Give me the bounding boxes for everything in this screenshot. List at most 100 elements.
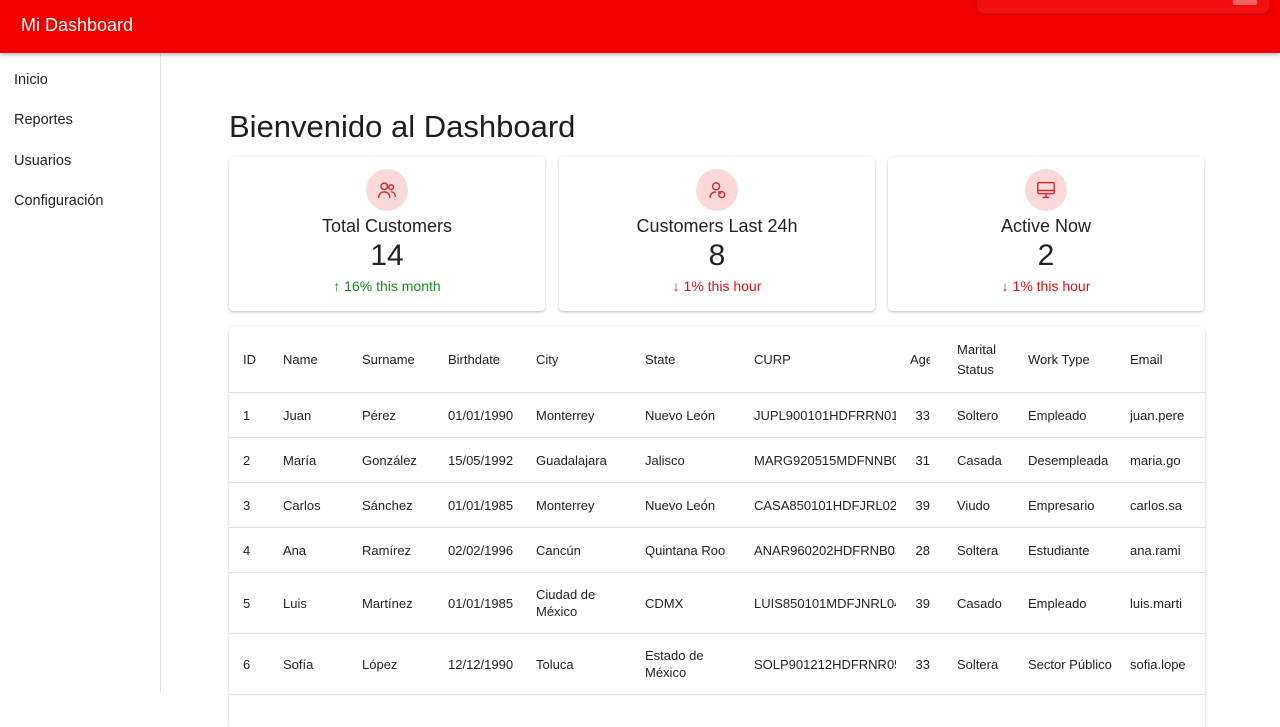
cell-marital-status: Soltera bbox=[930, 633, 1014, 695]
stat-card-total-customers: Total Customers 14 ↑ 16% this month bbox=[229, 157, 545, 311]
cell-email: ana.rami bbox=[1116, 527, 1205, 573]
cell-age: 33 bbox=[896, 392, 930, 438]
cell-state: Nuevo León bbox=[631, 392, 740, 438]
cell-id: 2 bbox=[229, 437, 269, 483]
column-header-name[interactable]: Name bbox=[269, 327, 348, 393]
cell-curp: MARG920515MDFNNB01 bbox=[740, 437, 896, 483]
cell-name: Ana bbox=[269, 527, 348, 573]
cell-id: 4 bbox=[229, 527, 269, 573]
table-row[interactable]: 2 María González 15/05/1992 Guadalajara … bbox=[229, 437, 1205, 483]
cell-city: Monterrey bbox=[522, 482, 631, 528]
cell-state: Jalisco bbox=[631, 437, 740, 483]
cell-email: maria.go bbox=[1116, 437, 1205, 483]
table-row[interactable]: 3 Carlos Sánchez 01/01/1985 Monterrey Nu… bbox=[229, 482, 1205, 528]
cell-marital-status: Casada bbox=[930, 437, 1014, 483]
cell-work-type: Desempleada bbox=[1014, 437, 1116, 483]
card-trend: ↓ 1% this hour bbox=[1001, 278, 1091, 294]
cell-state: Quintana Roo bbox=[631, 527, 740, 573]
sidebar: Inicio Reportes Usuarios Configuración bbox=[0, 53, 161, 693]
app-bar: Mi Dashboard bbox=[0, 0, 1280, 53]
user-refresh-icon bbox=[696, 169, 738, 211]
cell-name: Luis bbox=[269, 572, 348, 634]
cell-marital-status: Soltera bbox=[930, 527, 1014, 573]
column-header-age[interactable]: Age bbox=[896, 327, 930, 393]
monitor-icon bbox=[1025, 169, 1067, 211]
column-header-email[interactable]: Email bbox=[1116, 327, 1205, 393]
cell-work-type: Empleado bbox=[1014, 392, 1116, 438]
sidebar-item-configuracion[interactable]: Configuración bbox=[14, 193, 104, 209]
cell-city: Monterrey bbox=[522, 392, 631, 438]
cell-name: Sofía bbox=[269, 633, 348, 695]
cell-birthdate: 02/02/1996 bbox=[434, 527, 522, 573]
cell-age: 31 bbox=[896, 437, 930, 483]
cell-surname: Martínez bbox=[348, 572, 434, 634]
cell-work-type: Sector Público bbox=[1014, 633, 1116, 695]
cell-age: 39 bbox=[896, 572, 930, 634]
cell-name: María bbox=[269, 437, 348, 483]
cell-email: luis.marti bbox=[1116, 572, 1205, 634]
cell-surname: González bbox=[348, 437, 434, 483]
cell-birthdate: 01/01/1985 bbox=[434, 572, 522, 634]
cell-birthdate: 01/01/1990 bbox=[434, 392, 522, 438]
cell-city: Ciudad de México bbox=[522, 572, 631, 634]
cell-age: 33 bbox=[896, 633, 930, 695]
card-label: Active Now bbox=[1000, 216, 1092, 236]
cell-curp: CASA850101HDFJRL02 bbox=[740, 482, 896, 528]
card-value: 2 bbox=[1037, 239, 1055, 272]
cell-surname: Pérez bbox=[348, 392, 434, 438]
cell-birthdate: 15/05/1992 bbox=[434, 437, 522, 483]
cell-state: CDMX bbox=[631, 572, 740, 634]
card-value: 8 bbox=[708, 239, 726, 272]
cell-id: 5 bbox=[229, 572, 269, 634]
sidebar-item-inicio[interactable]: Inicio bbox=[14, 72, 48, 88]
table-header-row: ID Name Surname Birthdate City State CUR… bbox=[229, 327, 1205, 393]
column-header-curp[interactable]: CURP bbox=[740, 327, 896, 393]
cell-surname: Ramírez bbox=[348, 527, 434, 573]
users-icon bbox=[366, 169, 408, 211]
cell-city: Cancún bbox=[522, 527, 631, 573]
cell-id: 6 bbox=[229, 633, 269, 695]
stat-card-customers-last-24h: Customers Last 24h 8 ↓ 1% this hour bbox=[559, 157, 875, 311]
cell-id: 1 bbox=[229, 392, 269, 438]
table-row[interactable]: 6 Sofía López 12/12/1990 Toluca Estado d… bbox=[229, 633, 1205, 695]
search-box[interactable] bbox=[976, 0, 1270, 14]
customers-table: ID Name Surname Birthdate City State CUR… bbox=[229, 327, 1205, 727]
cell-city: Toluca bbox=[522, 633, 631, 695]
cell-curp: ANAR960202HDFRNB03 bbox=[740, 527, 896, 573]
stat-card-active-now: Active Now 2 ↓ 1% this hour bbox=[888, 157, 1204, 311]
column-header-work-type[interactable]: Work Type bbox=[1014, 327, 1116, 393]
card-label: Total Customers bbox=[321, 216, 453, 236]
column-header-city[interactable]: City bbox=[522, 327, 631, 393]
column-header-id[interactable]: ID bbox=[229, 327, 269, 393]
column-header-state[interactable]: State bbox=[631, 327, 740, 393]
cell-work-type: Estudiante bbox=[1014, 527, 1116, 573]
cell-surname: López bbox=[348, 633, 434, 695]
cell-curp: LUIS850101MDFJNRL04 bbox=[740, 572, 896, 634]
column-header-marital-status[interactable]: Marital Status bbox=[930, 327, 1014, 393]
cell-id: 3 bbox=[229, 482, 269, 528]
cell-age: 28 bbox=[896, 527, 930, 573]
page-title: Bienvenido al Dashboard bbox=[229, 109, 576, 144]
cell-curp: JUPL900101HDFRRN01 bbox=[740, 392, 896, 438]
sidebar-item-usuarios[interactable]: Usuarios bbox=[14, 153, 72, 169]
card-trend: ↓ 1% this hour bbox=[672, 278, 762, 294]
cell-birthdate: 12/12/1990 bbox=[434, 633, 522, 695]
cell-state: Estado de México bbox=[631, 633, 740, 695]
card-trend: ↑ 16% this month bbox=[333, 278, 441, 294]
table-row[interactable]: 5 Luis Martínez 01/01/1985 Ciudad de Méx… bbox=[229, 572, 1205, 634]
cell-age: 39 bbox=[896, 482, 930, 528]
cell-name: Juan bbox=[269, 392, 348, 438]
table-row[interactable]: 1 Juan Pérez 01/01/1990 Monterrey Nuevo … bbox=[229, 392, 1205, 438]
cell-surname: Sánchez bbox=[348, 482, 434, 528]
cell-birthdate: 01/01/1985 bbox=[434, 482, 522, 528]
table-row[interactable]: 4 Ana Ramírez 02/02/1996 Cancún Quintana… bbox=[229, 527, 1205, 573]
cell-marital-status: Soltero bbox=[930, 392, 1014, 438]
search-icon[interactable] bbox=[1233, 0, 1257, 5]
cell-state: Nuevo León bbox=[631, 482, 740, 528]
column-header-birthdate[interactable]: Birthdate bbox=[434, 327, 522, 393]
cell-email: juan.pere bbox=[1116, 392, 1205, 438]
cell-name: Carlos bbox=[269, 482, 348, 528]
sidebar-item-reportes[interactable]: Reportes bbox=[14, 112, 73, 128]
column-header-surname[interactable]: Surname bbox=[348, 327, 434, 393]
cell-work-type: Empresario bbox=[1014, 482, 1116, 528]
